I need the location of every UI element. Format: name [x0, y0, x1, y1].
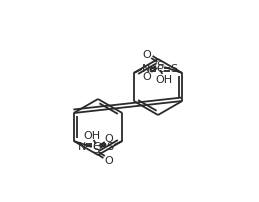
Text: O: O	[104, 155, 113, 165]
Text: C: C	[92, 141, 100, 151]
Text: S: S	[92, 144, 99, 154]
Text: OH: OH	[83, 130, 100, 140]
Text: O: O	[104, 133, 113, 143]
Text: S: S	[170, 64, 177, 74]
Text: N: N	[78, 141, 87, 151]
Text: OH: OH	[156, 75, 173, 85]
Text: O: O	[143, 50, 152, 60]
Text: S: S	[157, 61, 164, 71]
Text: S: S	[107, 141, 114, 151]
Text: C: C	[156, 64, 164, 74]
Text: O: O	[143, 72, 152, 82]
Text: N: N	[142, 64, 150, 74]
